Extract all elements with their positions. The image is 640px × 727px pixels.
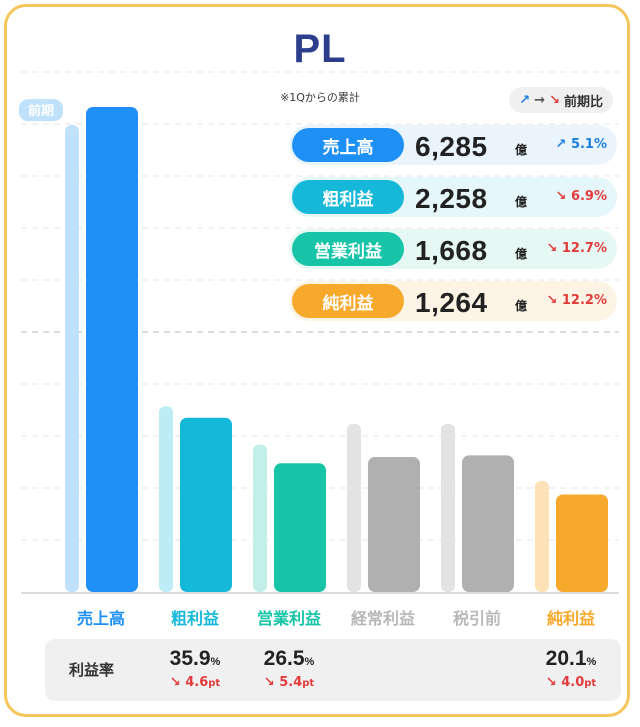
- card-unit: 億: [515, 143, 528, 157]
- chart-subtitle: ※1Qからの累計: [280, 91, 360, 104]
- summary-card-1: 売上高 6,285 億 ↗ 5.1%: [289, 125, 617, 165]
- card-change-value: 6.9%: [570, 189, 607, 204]
- margin-change-unit: pt: [584, 678, 597, 689]
- margin-change-value: 4.0: [561, 675, 585, 690]
- margin-unit: %: [210, 656, 221, 668]
- legend-label: 前期比: [563, 94, 603, 110]
- card-change: ↘ 6.9%: [556, 189, 608, 204]
- margin-change-value: 5.4: [279, 675, 303, 690]
- card-value: 1,668: [415, 235, 488, 266]
- category-label-3: 営業利益: [256, 609, 321, 628]
- prev-bar-2: [159, 406, 173, 592]
- trend-up-icon: ↗: [519, 92, 531, 108]
- card-unit: 億: [515, 247, 528, 261]
- card-label: 営業利益: [292, 232, 404, 266]
- trend-down-icon: ↘: [169, 675, 181, 690]
- margin-change-2: ↘ 5.4pt: [239, 675, 339, 690]
- category-label-1: 売上高: [76, 609, 125, 628]
- margin-number: 20.1: [545, 647, 587, 670]
- chart-frame: PL ※1Qからの累計 前期 ↗ → ↘ 前期比 売上高 6,285 億 ↗ 5.1%…: [4, 4, 630, 717]
- margin-value-3: 20.1%: [521, 647, 621, 671]
- margin-unit: %: [586, 656, 597, 668]
- margin-change-value: 4.6: [185, 675, 209, 690]
- trend-down-icon: ↘: [545, 675, 557, 690]
- margin-panel: 利益率 35.9% ↘ 4.6pt 26.5% ↘ 5.4pt 20.1% ↘ 4.0pt: [45, 639, 621, 701]
- current-bar-2: [180, 417, 232, 592]
- trend-down-icon: ↘: [546, 241, 558, 256]
- card-change-value: 12.2%: [561, 293, 607, 308]
- summary-card-4: 純利益 1,264 億 ↘ 12.2%: [289, 281, 617, 321]
- margin-number: 35.9: [169, 647, 211, 670]
- category-label-4: 経常利益: [350, 609, 415, 628]
- prev-bar-1: [65, 125, 79, 592]
- card-label: 粗利益: [292, 180, 404, 214]
- legend: ↗ → ↘ 前期比: [509, 87, 613, 113]
- trend-down-icon: ↘: [263, 675, 275, 690]
- card-value: 6,285: [415, 131, 488, 162]
- category-label-6: 純利益: [546, 609, 595, 628]
- card-change-value: 5.1%: [570, 137, 607, 152]
- category-label-5: 税引前: [452, 609, 501, 628]
- category-label-2: 粗利益: [170, 609, 219, 628]
- arrow-right-icon: →: [534, 92, 546, 108]
- card-change-value: 12.7%: [561, 241, 607, 256]
- prev-bar-3: [253, 444, 267, 592]
- prev-badge: [19, 99, 63, 122]
- margin-change-1: ↘ 4.6pt: [145, 675, 245, 690]
- current-bar-5: [462, 455, 514, 592]
- prev-bar-4: [347, 423, 361, 592]
- card-value: 2,258: [415, 183, 488, 214]
- trend-up-icon: ↗: [555, 137, 567, 152]
- card-label: 売上高: [292, 128, 404, 162]
- margin-unit: %: [304, 656, 315, 668]
- margin-title: 利益率: [69, 661, 115, 679]
- card-change: ↘ 12.7%: [546, 241, 607, 256]
- card-change: ↘ 12.2%: [546, 293, 607, 308]
- summary-card-2: 粗利益 2,258 億 ↘ 6.9%: [289, 177, 617, 217]
- card-label: 純利益: [292, 284, 404, 318]
- current-bar-4: [368, 456, 420, 592]
- prev-bar-5: [441, 423, 455, 592]
- bar-chart: 前期: [19, 71, 619, 594]
- margin-number: 26.5: [263, 647, 305, 670]
- card-value: 1,264: [415, 287, 488, 318]
- card-unit: 億: [515, 195, 528, 209]
- current-bar-6: [556, 494, 608, 592]
- margin-change-3: ↘ 4.0pt: [521, 675, 621, 690]
- chart-title: PL: [293, 27, 347, 71]
- trend-down-icon: ↘: [546, 293, 558, 308]
- margin-change-unit: pt: [208, 678, 221, 689]
- prev-badge-label: 前期: [28, 103, 54, 119]
- margin-change-unit: pt: [302, 678, 315, 689]
- card-change: ↗ 5.1%: [556, 137, 608, 152]
- current-bar-3: [274, 463, 326, 592]
- current-bar-1: [86, 107, 138, 592]
- trend-down-icon: ↘: [549, 92, 560, 108]
- margin-value-2: 26.5%: [239, 647, 339, 671]
- card-unit: 億: [515, 299, 528, 313]
- margin-value-1: 35.9%: [145, 647, 245, 671]
- prev-bar-6: [535, 480, 549, 592]
- trend-down-icon: ↘: [555, 189, 567, 204]
- summary-card-3: 営業利益 1,668 億 ↘ 12.7%: [289, 229, 617, 269]
